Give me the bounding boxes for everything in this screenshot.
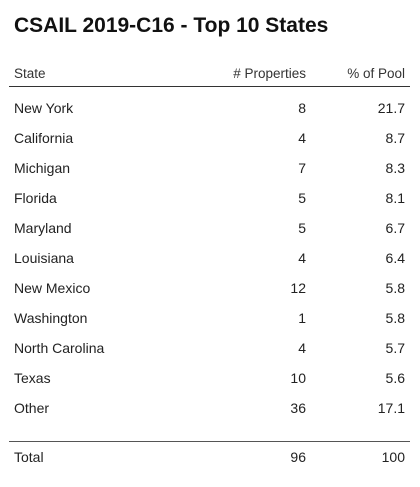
row-pool: 8.3 (385, 160, 405, 176)
row-pool: 5.8 (385, 310, 405, 326)
row-state: Washington (14, 310, 88, 326)
table-row: Florida 5 8.1 (9, 183, 410, 213)
row-pool: 6.4 (385, 250, 405, 266)
row-state: California (14, 130, 74, 146)
table-row: Texas 10 5.6 (9, 363, 410, 393)
total-properties: 96 (290, 449, 306, 465)
row-properties: 36 (290, 400, 306, 416)
row-state: New York (14, 100, 74, 116)
row-properties: 10 (290, 370, 306, 386)
row-properties: 4 (298, 250, 306, 266)
total-pool: 100 (381, 449, 405, 465)
row-state: Maryland (14, 220, 72, 236)
header-pool: % of Pool (347, 66, 405, 81)
header-state: State (14, 66, 46, 81)
table-row: New York 8 21.7 (9, 93, 410, 123)
table-row: California 4 8.7 (9, 123, 410, 153)
table-title: CSAIL 2019-C16 - Top 10 States (14, 14, 329, 37)
states-table: State # Properties % of Pool New York 8 21… (9, 62, 410, 477)
row-state: Other (14, 400, 50, 416)
row-pool: 5.6 (385, 370, 405, 386)
row-properties: 1 (298, 310, 306, 326)
row-pool: 6.7 (385, 220, 405, 236)
row-pool: 5.7 (385, 340, 405, 356)
table-spacer (9, 423, 410, 441)
total-row: Total 96 100 (9, 441, 410, 477)
table-row: North Carolina 4 5.7 (9, 333, 410, 363)
row-state: Florida (14, 190, 57, 206)
table-row: New Mexico 12 5.8 (9, 273, 410, 303)
row-state: Texas (14, 370, 51, 386)
row-properties: 8 (298, 100, 306, 116)
row-pool: 17.1 (377, 400, 405, 416)
table-row: Michigan 7 8.3 (9, 153, 410, 183)
row-properties: 5 (298, 220, 306, 236)
table-body: New York 8 21.7 California 4 8.7 Michigan 7 8.3 F… (9, 93, 410, 423)
row-pool: 8.1 (385, 190, 405, 206)
table-row: Louisiana 4 6.4 (9, 243, 410, 273)
row-properties: 5 (298, 190, 306, 206)
row-properties: 12 (290, 280, 306, 296)
table-row: Maryland 5 6.7 (9, 213, 410, 243)
row-properties: 4 (298, 340, 306, 356)
table-row: Washington 1 5.8 (9, 303, 410, 333)
row-state: Louisiana (14, 250, 74, 266)
table-header: State # Properties % of Pool (9, 62, 410, 87)
row-state: Michigan (14, 160, 71, 176)
total-label: Total (14, 449, 44, 465)
row-state: North Carolina (14, 340, 105, 356)
row-pool: 5.8 (385, 280, 405, 296)
row-properties: 7 (298, 160, 306, 176)
header-properties: # Properties (233, 66, 306, 81)
table-row: Other 36 17.1 (9, 393, 410, 423)
row-state: New Mexico (14, 280, 91, 296)
row-pool: 8.7 (385, 130, 405, 146)
row-properties: 4 (298, 130, 306, 146)
row-pool: 21.7 (377, 100, 405, 116)
